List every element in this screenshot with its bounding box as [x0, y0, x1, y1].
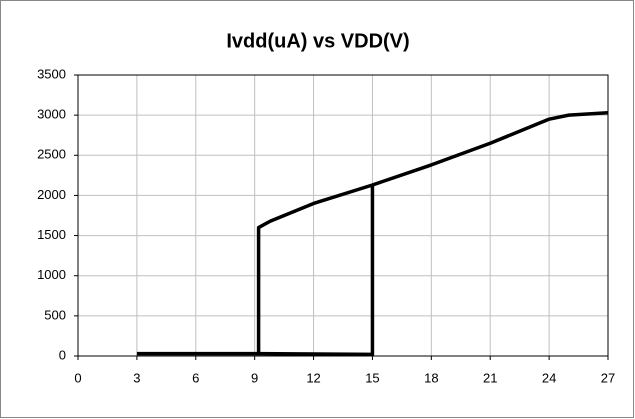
- y-tick-label: 3000: [37, 107, 66, 122]
- x-tick-label: 0: [74, 370, 81, 385]
- y-tick-label: 1000: [37, 267, 66, 282]
- x-tick-label: 9: [251, 370, 258, 385]
- x-tick-label: 24: [542, 370, 556, 385]
- y-tick-label: 2500: [37, 147, 66, 162]
- x-tick-label: 3: [133, 370, 140, 385]
- x-tick-label: 6: [192, 370, 199, 385]
- x-tick-label: 18: [424, 370, 438, 385]
- x-tick-label: 15: [365, 370, 379, 385]
- x-tick-label: 27: [601, 370, 615, 385]
- y-tick-label: 500: [44, 307, 66, 322]
- x-tick-label: 12: [306, 370, 320, 385]
- y-tick-label: 3500: [37, 66, 66, 81]
- data-line: [136, 110, 609, 356]
- x-tick-label: 21: [483, 370, 497, 385]
- plot-area: [77, 74, 609, 357]
- y-tick-label: 1500: [37, 227, 66, 242]
- chart-title: Ivdd(uA) vs VDD(V): [226, 30, 409, 52]
- y-tick-label: 0: [59, 347, 66, 362]
- data-line: [258, 184, 375, 357]
- y-tick-label: 2000: [37, 187, 66, 202]
